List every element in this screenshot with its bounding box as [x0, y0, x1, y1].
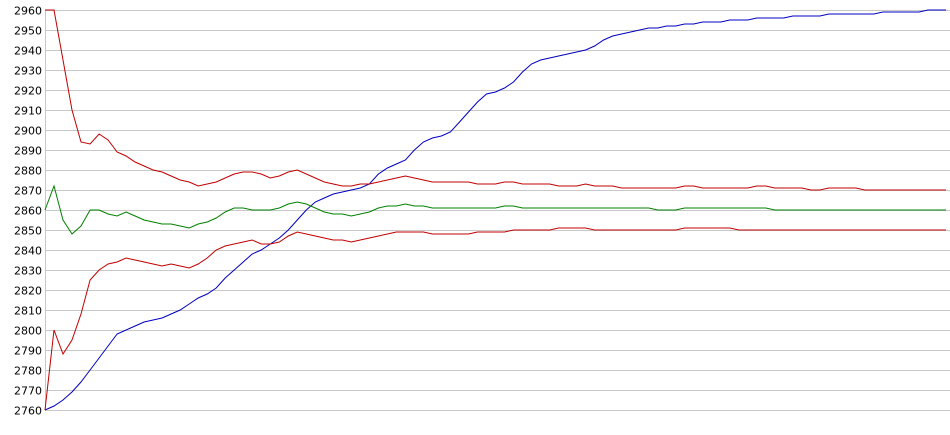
y-tick-label: 2940: [14, 45, 42, 58]
y-tick-label: 2960: [14, 5, 42, 18]
y-tick-label: 2910: [14, 105, 42, 118]
gridlines: [45, 10, 950, 411]
y-tick-label: 2950: [14, 25, 42, 38]
y-tick-label: 2790: [14, 345, 42, 358]
series-line-3: [44, 184, 946, 235]
y-tick-label: 2890: [14, 145, 42, 158]
y-tick-label: 2780: [14, 365, 42, 378]
y-tick-label: 2880: [14, 165, 42, 178]
y-tick-label: 2850: [14, 225, 42, 238]
y-tick-labels: 2760 2770 2780 2790 2800 2810 2820 2830 2840 2850…: [14, 5, 42, 418]
y-tick-label: 2860: [14, 205, 42, 218]
y-tick-label: 2760: [14, 405, 42, 418]
y-tick-label: 2840: [14, 245, 42, 258]
series-lines: [44, 9, 946, 411]
y-tick-label: 2930: [14, 65, 42, 78]
y-tick-label: 2830: [14, 265, 42, 278]
series-line-2: [45, 9, 946, 191]
y-tick-label: 2800: [14, 325, 42, 338]
series-line-1: [44, 9, 946, 411]
y-tick-label: 2770: [14, 385, 42, 398]
y-tick-label: 2920: [14, 85, 42, 98]
y-tick-label: 2900: [14, 125, 42, 138]
y-tick-label: 2820: [14, 285, 42, 298]
y-tick-label: 2810: [14, 305, 42, 318]
y-tick-label: 2870: [14, 185, 42, 198]
series-line-4: [44, 227, 946, 411]
